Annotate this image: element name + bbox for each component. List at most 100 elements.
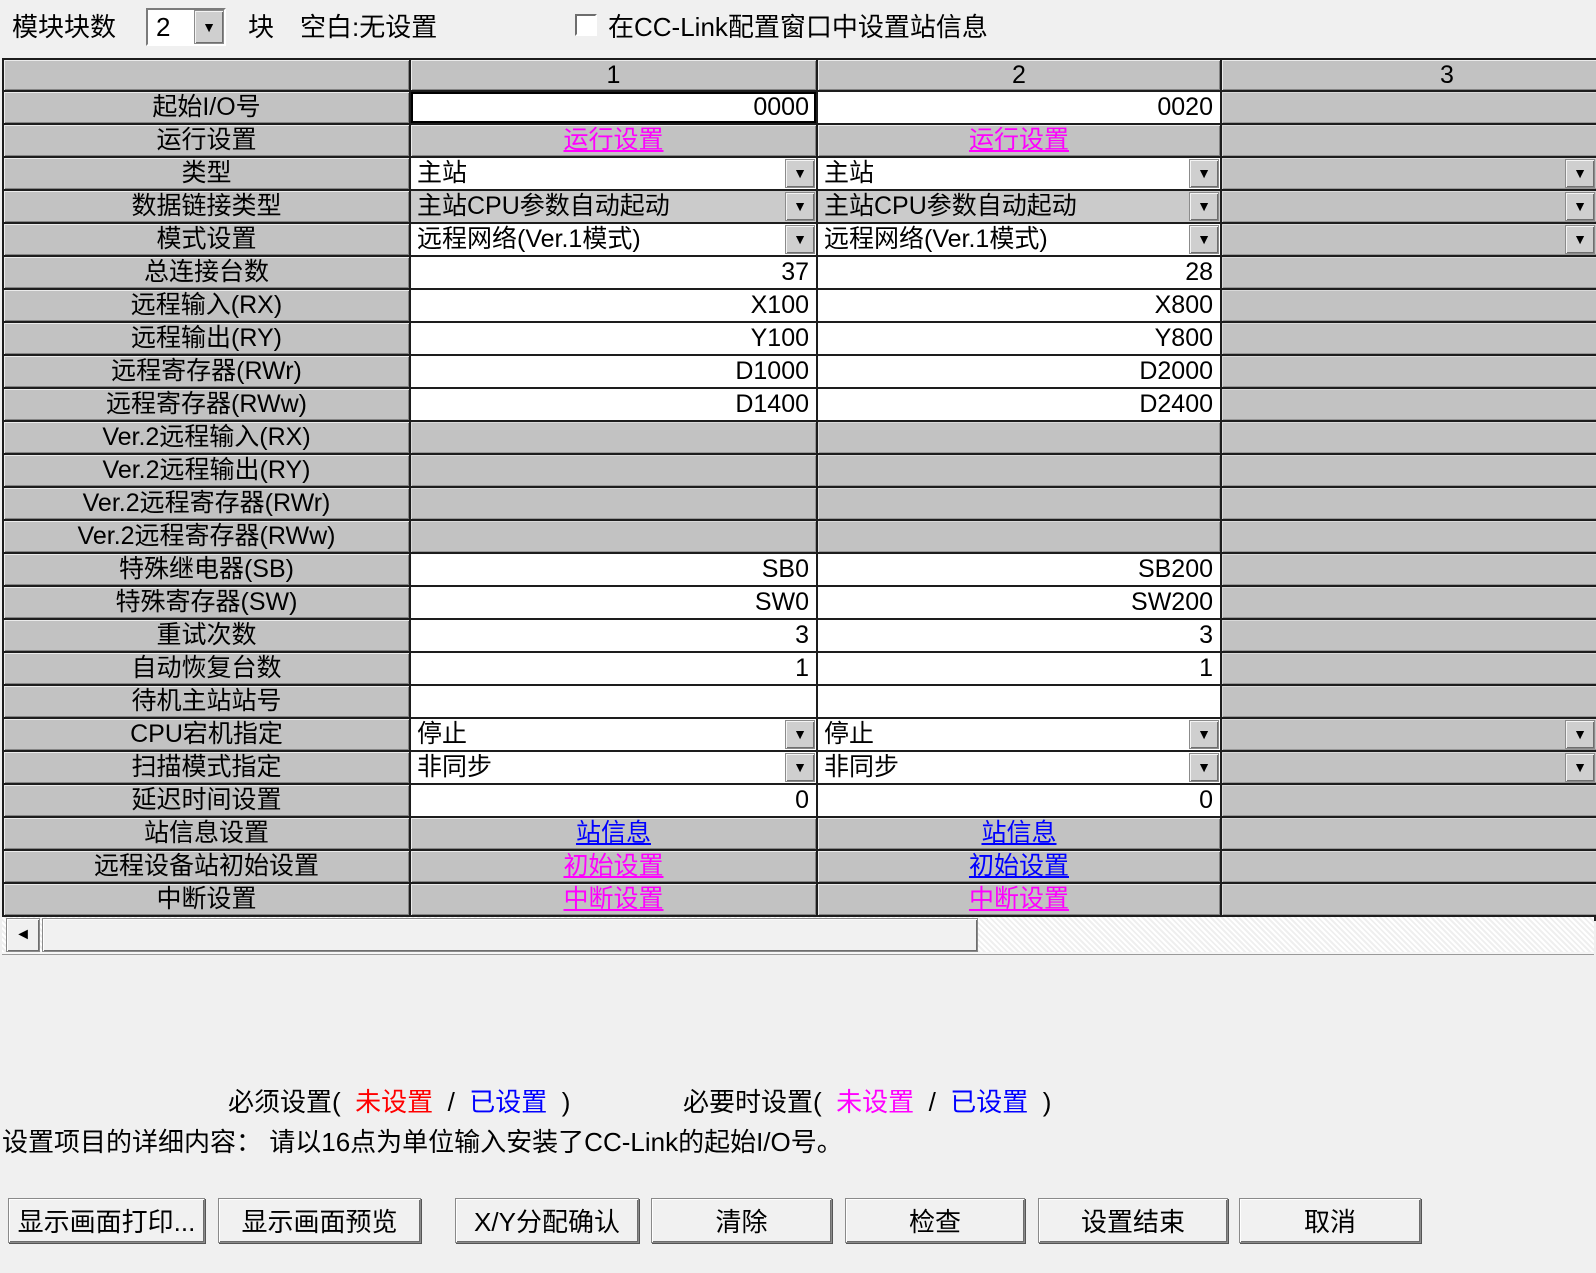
cell-standby-master-no-col2[interactable] <box>818 686 1220 717</box>
print-screen-button[interactable]: 显示画面打印... <box>8 1198 205 1243</box>
column-header-2: 2 <box>818 60 1220 90</box>
scrollbar-thumb[interactable] <box>42 918 978 952</box>
chevron-down-icon[interactable]: ▼ <box>1565 720 1595 749</box>
remote-device-init-link[interactable]: 初始设置 <box>968 852 1069 880</box>
cell-scan-mode-col3[interactable]: ▼ <box>1222 752 1596 783</box>
cell-mode-setting-col3[interactable]: ▼ <box>1222 224 1596 255</box>
combo-value[interactable]: 主站CPU参数自动起动 <box>417 192 670 220</box>
combo-value[interactable]: 远程网络(Ver.1模式) <box>417 225 641 253</box>
scroll-left-icon[interactable]: ◄ <box>6 918 40 952</box>
cell-mode-setting-col2[interactable]: 远程网络(Ver.1模式) ▼ <box>818 224 1220 255</box>
cell-interrupt-setting-col1[interactable]: 中断设置 <box>411 884 816 915</box>
cell-auto-reconnect-count-col2[interactable]: 1 <box>818 653 1220 684</box>
legend-required-unset: 未设置 <box>355 1087 434 1117</box>
combo-value[interactable]: 主站CPU参数自动起动 <box>824 192 1077 220</box>
cell-mode-setting-col1[interactable]: 远程网络(Ver.1模式) ▼ <box>411 224 816 255</box>
check-button[interactable]: 检查 <box>845 1198 1025 1243</box>
cell-start-io-no-col1[interactable]: 0000 <box>411 92 816 123</box>
chevron-down-icon[interactable]: ▼ <box>1189 753 1219 782</box>
cell-standby-master-no-col3 <box>1222 686 1596 717</box>
cell-special-relay-sb-col1[interactable]: SB0 <box>411 554 816 585</box>
cell-data-link-type-col1[interactable]: 主站CPU参数自动起动 ▼ <box>411 191 816 222</box>
cell-retry-count-col1[interactable]: 3 <box>411 620 816 651</box>
cell-remote-device-init-col2[interactable]: 初始设置 <box>818 851 1220 882</box>
cell-scan-mode-col1[interactable]: 非同步 ▼ <box>411 752 816 783</box>
combo-value[interactable]: 非同步 <box>417 753 493 781</box>
cell-total-connected-col1[interactable]: 37 <box>411 257 816 288</box>
chevron-down-icon[interactable]: ▼ <box>1565 225 1595 254</box>
remote-device-init-link[interactable]: 初始设置 <box>563 852 664 880</box>
operation-setting-link[interactable]: 运行设置 <box>563 126 664 154</box>
cell-remote-output-ry-col1[interactable]: Y100 <box>411 323 816 354</box>
cell-cpu-down-select-col2[interactable]: 停止 ▼ <box>818 719 1220 750</box>
interrupt-setting-link[interactable]: 中断设置 <box>968 885 1069 913</box>
cell-data-link-type-col2[interactable]: 主站CPU参数自动起动 ▼ <box>818 191 1220 222</box>
chevron-down-icon[interactable]: ▼ <box>785 192 815 221</box>
station-info-link[interactable]: 站信息 <box>575 819 651 847</box>
cell-start-io-no-col2[interactable]: 0020 <box>818 92 1220 123</box>
chevron-down-icon[interactable]: ▼ <box>1189 159 1219 188</box>
end-setting-button[interactable]: 设置结束 <box>1038 1198 1228 1243</box>
combo-value[interactable]: 停止 <box>824 720 875 748</box>
station-info-link[interactable]: 站信息 <box>981 819 1057 847</box>
cell-station-info-col1[interactable]: 站信息 <box>411 818 816 849</box>
operation-setting-link[interactable]: 运行设置 <box>968 126 1069 154</box>
row-label-special-register-sw: 特殊寄存器(SW) <box>4 587 409 618</box>
chevron-down-icon[interactable]: ▼ <box>1565 159 1595 188</box>
cell-remote-input-rx-col3 <box>1222 290 1596 321</box>
cell-special-relay-sb-col2[interactable]: SB200 <box>818 554 1220 585</box>
combo-value[interactable]: 停止 <box>417 720 468 748</box>
cell-remote-register-rww-col1[interactable]: D1400 <box>411 389 816 420</box>
cell-remote-register-rwr-col1[interactable]: D1000 <box>411 356 816 387</box>
cell-remote-device-init-col1[interactable]: 初始设置 <box>411 851 816 882</box>
cell-data-link-type-col3[interactable]: ▼ <box>1222 191 1596 222</box>
combo-value[interactable]: 主站 <box>824 159 875 187</box>
combo-value[interactable]: 远程网络(Ver.1模式) <box>824 225 1048 253</box>
chevron-down-icon[interactable]: ▼ <box>785 159 815 188</box>
cell-operation-setting-col1[interactable]: 运行设置 <box>411 125 816 156</box>
cell-cpu-down-select-col1[interactable]: 停止 ▼ <box>411 719 816 750</box>
cell-delay-time-col1[interactable]: 0 <box>411 785 816 816</box>
chevron-down-icon[interactable]: ▼ <box>1189 720 1219 749</box>
chevron-down-icon[interactable]: ▼ <box>1565 753 1595 782</box>
cell-remote-register-rww-col2[interactable]: D2400 <box>818 389 1220 420</box>
cell-total-connected-col2[interactable]: 28 <box>818 257 1220 288</box>
cell-remote-input-rx-col1[interactable]: X100 <box>411 290 816 321</box>
cell-standby-master-no-col1[interactable] <box>411 686 816 717</box>
cell-scan-mode-col2[interactable]: 非同步 ▼ <box>818 752 1220 783</box>
combo-value[interactable]: 非同步 <box>824 753 900 781</box>
clear-button[interactable]: 清除 <box>651 1198 832 1243</box>
cell-remote-output-ry-col2[interactable]: Y800 <box>818 323 1220 354</box>
combo-value[interactable]: 主站 <box>417 159 468 187</box>
chevron-down-icon[interactable]: ▼ <box>194 10 224 44</box>
station-info-checkbox[interactable] <box>575 14 597 36</box>
cell-station-info-col2[interactable]: 站信息 <box>818 818 1220 849</box>
cell-special-register-sw-col2[interactable]: SW200 <box>818 587 1220 618</box>
chevron-down-icon[interactable]: ▼ <box>1565 192 1595 221</box>
cell-interrupt-setting-col2[interactable]: 中断设置 <box>818 884 1220 915</box>
preview-screen-button[interactable]: 显示画面预览 <box>218 1198 421 1243</box>
cell-retry-count-col2[interactable]: 3 <box>818 620 1220 651</box>
cell-operation-setting-col2[interactable]: 运行设置 <box>818 125 1220 156</box>
cell-type-col1[interactable]: 主站 ▼ <box>411 158 816 189</box>
cell-auto-reconnect-count-col1[interactable]: 1 <box>411 653 816 684</box>
chevron-down-icon[interactable]: ▼ <box>1189 192 1219 221</box>
xy-assignment-button[interactable]: X/Y分配确认 <box>455 1198 639 1243</box>
legend-required-set: 已设置 <box>469 1087 548 1117</box>
chevron-down-icon[interactable]: ▼ <box>785 225 815 254</box>
chevron-down-icon[interactable]: ▼ <box>1189 225 1219 254</box>
cell-type-col2[interactable]: 主站 ▼ <box>818 158 1220 189</box>
module-count-combobox[interactable]: 2 ▼ <box>146 8 226 46</box>
cell-remote-register-rwr-col2[interactable]: D2000 <box>818 356 1220 387</box>
chevron-down-icon[interactable]: ▼ <box>785 753 815 782</box>
row-label-cpu-down-select: CPU宕机指定 <box>4 719 409 750</box>
cell-type-col3[interactable]: ▼ <box>1222 158 1596 189</box>
horizontal-scrollbar[interactable]: ◄ <box>2 917 1594 955</box>
interrupt-setting-link[interactable]: 中断设置 <box>563 885 664 913</box>
cell-remote-input-rx-col2[interactable]: X800 <box>818 290 1220 321</box>
cancel-button[interactable]: 取消 <box>1239 1198 1421 1243</box>
cell-special-register-sw-col1[interactable]: SW0 <box>411 587 816 618</box>
cell-cpu-down-select-col3[interactable]: ▼ <box>1222 719 1596 750</box>
chevron-down-icon[interactable]: ▼ <box>785 720 815 749</box>
cell-delay-time-col2[interactable]: 0 <box>818 785 1220 816</box>
